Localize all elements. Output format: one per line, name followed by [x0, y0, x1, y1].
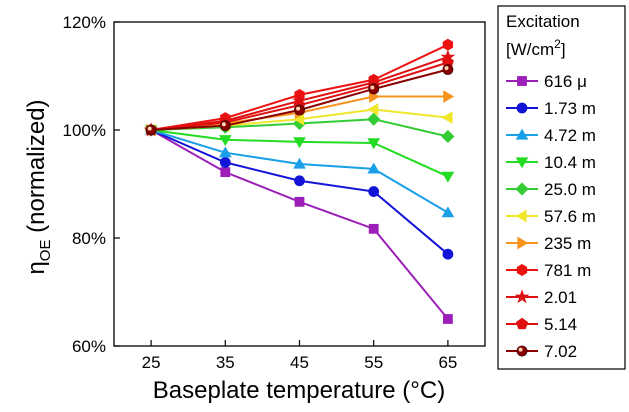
- legend-title-line2-sup: 2: [554, 37, 561, 51]
- data-point: [145, 124, 157, 136]
- legend-swatch-marker: [515, 182, 529, 196]
- data-point: [367, 112, 381, 126]
- legend-entry: 57.6 m: [506, 207, 596, 226]
- legend-swatch-marker: [517, 236, 529, 250]
- data-point: [442, 38, 454, 51]
- legend-entries: 616 μ 1.73 m 4.72 m 10.4 m 25.0 m 57.6 m 235 m…: [506, 72, 596, 361]
- series-group: [143, 38, 456, 324]
- data-point: [441, 171, 455, 183]
- legend-entry: 781 m: [506, 261, 591, 280]
- data-point: [368, 223, 379, 234]
- legend-entry: 5.14: [506, 315, 577, 334]
- legend-entry: 616 μ: [506, 72, 587, 91]
- data-point-highlight: [444, 66, 449, 71]
- x-tick-label: 65: [438, 353, 457, 372]
- legend-label: 10.4 m: [544, 153, 596, 172]
- legend-title-line2-post: ]: [561, 40, 566, 59]
- data-point: [441, 129, 455, 144]
- legend-swatch-marker: [517, 76, 527, 86]
- data-point: [367, 103, 379, 116]
- series-0: [146, 125, 453, 324]
- legend-swatch-marker: [515, 157, 529, 169]
- legend-swatch-marker: [514, 289, 530, 304]
- legend-swatch-marker: [516, 102, 528, 114]
- x-axis-title: Baseplate temperature (°C): [153, 377, 445, 404]
- legend-swatch-marker-highlight: [518, 347, 523, 352]
- data-point-highlight: [296, 106, 301, 111]
- legend: Excitation [W/cm2] 616 μ 1.73 m 4.72 m 10.4…: [497, 5, 626, 370]
- data-point: [442, 314, 453, 324]
- data-point: [442, 248, 454, 260]
- x-tick-label: 45: [290, 353, 309, 372]
- data-point: [220, 167, 231, 178]
- series-line: [150, 129, 449, 255]
- data-point: [294, 175, 305, 187]
- y-axis-title-base: η: [23, 261, 50, 274]
- legend-label: 781 m: [544, 261, 591, 280]
- x-tick-label: 35: [216, 353, 235, 372]
- legend-label: 5.14: [544, 315, 577, 334]
- legend-swatch-marker: [515, 209, 527, 223]
- y-tick-label: 120%: [63, 13, 106, 32]
- legend-label: 4.72 m: [544, 126, 596, 145]
- x-tick-label: 55: [364, 353, 383, 372]
- plot-frame: [113, 21, 486, 347]
- data-point: [219, 120, 231, 132]
- data-point: [293, 157, 306, 169]
- legend-label: 1.73 m: [544, 99, 596, 118]
- y-axis-title-sub: OE: [37, 240, 54, 262]
- legend-swatch-marker: [516, 317, 528, 330]
- x-tick-label: 25: [142, 353, 161, 372]
- legend-entry: 25.0 m: [506, 180, 596, 199]
- legend-swatch-marker: [515, 128, 529, 140]
- legend-entry: 1.73 m: [506, 99, 596, 118]
- legend-label: 25.0 m: [544, 180, 596, 199]
- data-point: [367, 138, 381, 150]
- legend-label: 235 m: [544, 234, 591, 253]
- data-point: [367, 162, 381, 174]
- data-point: [294, 104, 305, 116]
- legend-entry: 235 m: [506, 234, 591, 253]
- data-point: [219, 156, 231, 168]
- data-point: [293, 137, 306, 149]
- data-point: [441, 111, 453, 124]
- legend-entry: 7.02: [506, 342, 577, 361]
- legend-entry: 10.4 m: [506, 153, 596, 172]
- legend-title-line2: [W/cm2]: [506, 37, 566, 59]
- y-axis-title: ηOE (normalized): [23, 99, 54, 274]
- data-point: [368, 186, 380, 197]
- data-point: [442, 64, 454, 75]
- y-tick-label: 100%: [63, 121, 106, 140]
- y-tick-label: 80%: [72, 229, 106, 248]
- legend-label: 616 μ: [544, 72, 587, 91]
- data-point: [443, 90, 455, 103]
- y-axis-title-rest: (normalized): [23, 99, 50, 239]
- legend-label: 57.6 m: [544, 207, 596, 226]
- legend-entry: 2.01: [506, 288, 577, 307]
- data-point: [218, 135, 232, 147]
- data-point: [368, 83, 380, 95]
- legend-entry: 4.72 m: [506, 126, 596, 145]
- data-point-highlight: [221, 122, 226, 127]
- data-point-highlight: [370, 85, 375, 90]
- data-point: [294, 196, 305, 207]
- legend-label: 7.02: [544, 342, 577, 361]
- data-point: [441, 206, 455, 218]
- y-tick-label: 60%: [72, 337, 106, 356]
- legend-label: 2.01: [544, 288, 577, 307]
- legend-swatch-marker: [516, 345, 528, 357]
- data-point-highlight: [147, 126, 152, 131]
- series-line: [150, 129, 449, 178]
- series-10: [145, 64, 454, 136]
- legend-title-line1: Excitation: [506, 12, 580, 31]
- legend-title-line2-pre: [W/cm: [506, 40, 554, 59]
- legend-swatch-marker: [516, 264, 528, 276]
- tick-group: 25 35 45 55 65 60% 80% 100% 120%: [63, 13, 458, 372]
- data-point: [218, 146, 232, 158]
